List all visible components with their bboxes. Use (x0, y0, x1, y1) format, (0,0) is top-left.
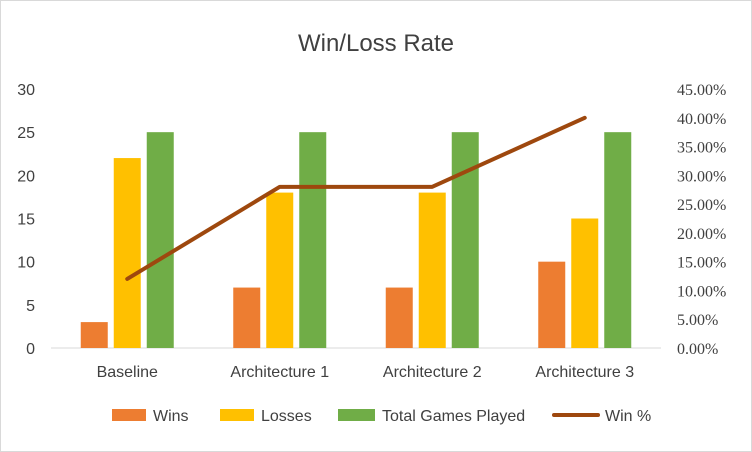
right-tick-label: 5.00% (677, 312, 718, 329)
bar-total-games-played-3 (451, 132, 479, 348)
left-tick-label: 5 (26, 298, 35, 315)
right-tick-label: 25.00% (677, 197, 726, 214)
left-tick-label: 15 (17, 212, 35, 229)
right-tick-label: 10.00% (677, 283, 726, 300)
bar-series (80, 132, 632, 348)
bar-total-games-played-1 (146, 132, 174, 348)
right-tick-label: 15.00% (677, 255, 726, 272)
legend-label-losses: Losses (261, 408, 312, 425)
right-tick-label: 40.00% (677, 111, 726, 128)
right-axis-ticks: 0.00% 5.00% 10.00% 15.00% 20.00% 25.00% 30.00%… (677, 82, 726, 358)
bar-losses-4 (571, 218, 599, 348)
bar-losses-3 (418, 192, 446, 348)
legend: Wins Losses Total Games Played Win % (112, 408, 651, 425)
legend-label-win: Win % (605, 408, 651, 425)
right-tick-label: 45.00% (677, 82, 726, 99)
bar-wins-4 (538, 261, 566, 348)
left-tick-label: 30 (17, 82, 35, 99)
right-tick-label: 30.00% (677, 168, 726, 185)
category-label: Architecture 2 (383, 364, 482, 381)
bar-losses-1 (113, 158, 141, 348)
bar-wins-2 (233, 287, 261, 348)
legend-label-total-games-played: Total Games Played (382, 408, 525, 425)
win-percent-line (125, 115, 587, 281)
category-label: Architecture 1 (230, 364, 329, 381)
legend-swatch-total-games-played (338, 409, 375, 421)
legend-swatch-wins (112, 409, 146, 421)
line-series (125, 115, 587, 281)
category-label: Baseline (97, 364, 158, 381)
right-tick-label: 35.00% (677, 140, 726, 157)
left-axis-ticks: 0 5 10 15 20 25 30 (17, 82, 35, 358)
bar-total-games-played-2 (299, 132, 327, 348)
bar-total-games-played-4 (604, 132, 632, 348)
legend-label-wins: Wins (153, 408, 189, 425)
category-label: Architecture 3 (535, 364, 634, 381)
left-tick-label: 0 (26, 341, 35, 358)
bar-wins-3 (385, 287, 413, 348)
right-tick-label: 0.00% (677, 341, 718, 358)
legend-swatch-losses (220, 409, 254, 421)
bar-wins-1 (80, 322, 108, 348)
category-labels: Baseline Architecture 1 Architecture 2 Arch… (97, 364, 635, 381)
chart-title: Win/Loss Rate (298, 30, 454, 57)
left-tick-label: 20 (17, 168, 35, 185)
left-tick-label: 10 (17, 255, 35, 272)
right-tick-label: 20.00% (677, 226, 726, 243)
left-tick-label: 25 (17, 125, 35, 142)
bar-losses-2 (266, 192, 294, 348)
